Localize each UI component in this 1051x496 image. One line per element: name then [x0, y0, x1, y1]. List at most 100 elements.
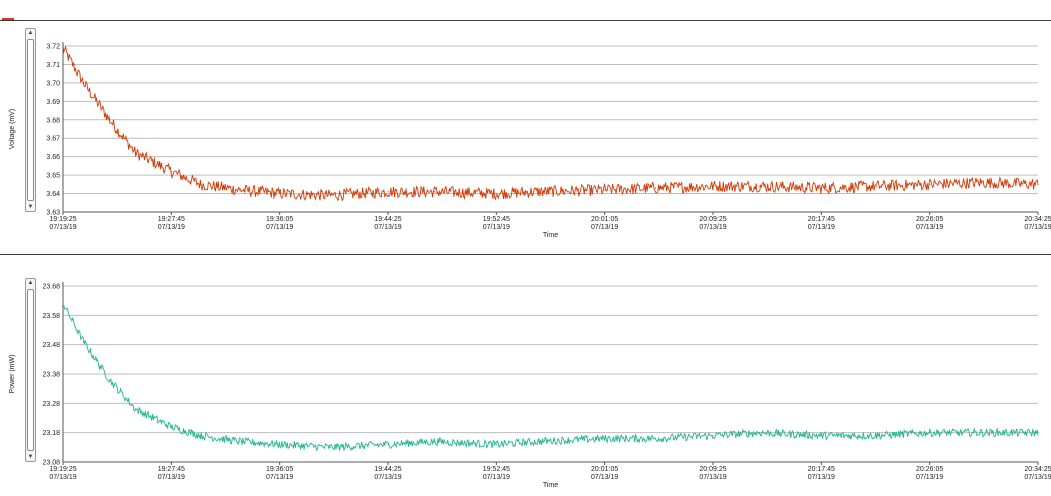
- scroll-down-arrow-icon[interactable]: ▼: [27, 204, 34, 210]
- x-tick-time: 20:09:25: [699, 466, 726, 473]
- y-tick-label: 23.48: [42, 342, 60, 349]
- y-tick-label: 3.69: [46, 99, 60, 106]
- y-tick-label: 23.38: [42, 372, 60, 379]
- data-point: [329, 446, 332, 448]
- data-point: [238, 189, 241, 191]
- data-point: [199, 183, 202, 185]
- x-tick-time: 20:01:05: [591, 216, 618, 223]
- data-point: [108, 379, 111, 381]
- data-point: [875, 435, 878, 437]
- voltage-chart: 3.72 3.71 3.70 3.69 3.68 3.67 3.66 3.65 3.64 3.63…: [9, 42, 1051, 239]
- data-point: [712, 435, 714, 437]
- x-tick-time: 19:52:45: [483, 466, 510, 473]
- data-point: [82, 82, 85, 84]
- data-point: [170, 426, 172, 428]
- data-point: [712, 185, 714, 187]
- data-point: [433, 191, 436, 193]
- x-tick-time: 19:36:05: [266, 216, 293, 223]
- data-point: [758, 185, 761, 187]
- x-tick-time: 19:27:45: [158, 216, 185, 223]
- x-tick-time: 19:19:25: [49, 466, 76, 473]
- x-tick-time: 19:44:25: [374, 466, 401, 473]
- power-y-scrollbar[interactable]: ▲ ▼: [25, 278, 36, 462]
- x-tick-time: 20:17:45: [808, 466, 835, 473]
- data-point: [537, 440, 540, 443]
- x-tick-date: 07/13/19: [158, 474, 185, 481]
- y-tick-label: 3.72: [46, 44, 60, 51]
- series-line: [62, 45, 1039, 202]
- data-point: [495, 443, 497, 445]
- data-point: [654, 187, 657, 189]
- data-point: [875, 185, 878, 187]
- y-tick-label: 23.18: [42, 430, 60, 437]
- voltage-y-scrollbar[interactable]: ▲ ▼: [25, 28, 36, 212]
- scrollbar-thumb[interactable]: [27, 39, 34, 201]
- x-tick-time: 20:26:05: [916, 466, 943, 473]
- data-point: [929, 183, 931, 185]
- x-tick-date: 07/13/19: [916, 224, 943, 231]
- x-tick-date: 07/13/19: [808, 474, 835, 481]
- x-tick-date: 07/13/19: [483, 474, 510, 481]
- x-tick-date: 07/13/19: [808, 224, 835, 231]
- top-divider: [0, 20, 1051, 21]
- x-tick-date: 07/13/19: [266, 224, 293, 231]
- y-tick-label: 3.65: [46, 173, 60, 180]
- x-tick-time: 19:36:05: [266, 466, 293, 473]
- x-axis-label: Time: [543, 482, 558, 489]
- y-tick-label: 3.64: [46, 191, 60, 198]
- scrollbar-thumb[interactable]: [27, 289, 34, 451]
- y-tick-label: 23.58: [42, 313, 60, 320]
- data-point: [433, 440, 436, 443]
- y-tick-label: 3.70: [46, 80, 60, 87]
- data-point: [279, 443, 281, 445]
- window-accent-mark: [2, 18, 14, 20]
- scroll-up-arrow-icon[interactable]: ▲: [27, 280, 34, 286]
- data-point: [1037, 183, 1039, 185]
- data-point: [495, 192, 497, 195]
- series-line: [62, 305, 1039, 452]
- data-point: [537, 191, 540, 193]
- x-tick-date: 07/13/19: [1024, 474, 1051, 481]
- x-tick-time: 20:01:05: [591, 466, 618, 473]
- data-point: [979, 432, 982, 434]
- y-tick-label: 3.67: [46, 136, 60, 143]
- y-tick-label: 3.66: [46, 154, 60, 161]
- x-tick-date: 07/13/19: [699, 224, 726, 231]
- x-tick-date: 07/13/19: [916, 474, 943, 481]
- y-tick-label: 23.28: [42, 401, 60, 408]
- data-point: [604, 437, 606, 440]
- data-point: [979, 181, 982, 184]
- data-point: [238, 440, 241, 443]
- x-tick-time: 20:17:45: [808, 216, 835, 223]
- x-tick-date: 07/13/19: [483, 224, 510, 231]
- y-tick-label: 3.63: [46, 210, 60, 217]
- data-point: [387, 191, 389, 193]
- x-tick-date: 07/13/19: [49, 224, 76, 231]
- data-point: [929, 432, 931, 434]
- x-tick-time: 20:34:25: [1024, 466, 1051, 473]
- data-point: [134, 408, 137, 410]
- data-point: [279, 192, 281, 195]
- y-axis-label: Power (mW): [9, 355, 16, 394]
- y-tick-label: 3.71: [46, 62, 60, 69]
- data-point: [820, 435, 822, 437]
- x-tick-time: 20:26:05: [916, 216, 943, 223]
- x-tick-date: 07/13/19: [699, 474, 726, 481]
- data-point: [820, 187, 822, 189]
- middle-divider: [0, 254, 1051, 255]
- data-point: [654, 437, 657, 440]
- x-tick-date: 07/13/19: [266, 474, 293, 481]
- data-point: [604, 189, 606, 191]
- data-point: [1037, 432, 1039, 434]
- data-point: [82, 341, 85, 343]
- x-tick-time: 19:19:25: [49, 216, 76, 223]
- data-point: [329, 194, 332, 196]
- x-tick-time: 19:27:45: [158, 466, 185, 473]
- x-tick-date: 07/13/19: [591, 224, 618, 231]
- data-point: [170, 170, 172, 173]
- scroll-up-arrow-icon[interactable]: ▲: [27, 30, 34, 36]
- data-point: [62, 303, 64, 305]
- y-axis-label: Voltage (mV): [9, 109, 16, 149]
- x-tick-date: 07/13/19: [49, 474, 76, 481]
- scroll-down-arrow-icon[interactable]: ▼: [27, 454, 34, 460]
